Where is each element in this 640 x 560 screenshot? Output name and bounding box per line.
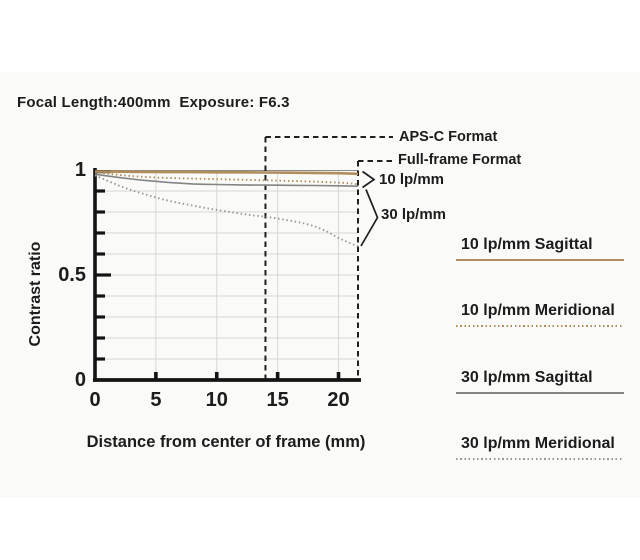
y-tick-label: 0.5 (58, 264, 86, 286)
x-tick-label: 10 (205, 389, 228, 411)
legend-item-30lpmm-meridional: 30 lp/mm Meridional (456, 435, 626, 462)
legend-item-10lpmm-sagittal: 10 lp/mm Sagittal (456, 236, 626, 263)
x-axis-title: Distance from center of frame (mm) (86, 433, 366, 451)
chart-title: Focal Length:400mm Exposure: F6.3 (17, 94, 290, 111)
legend-label: 10 lp/mm Sagittal (461, 236, 593, 253)
apsc-format-label: APS-C Format (399, 129, 498, 145)
chart-panel-background (0, 72, 640, 498)
curve-30-lp-mm-sagittal (94, 173, 359, 187)
legend-label: 30 lp/mm Meridional (461, 435, 615, 452)
x-tick-label: 20 (327, 389, 350, 411)
y-tick-label: 1 (74, 159, 86, 181)
fullframe-format-label: Full-frame Format (398, 152, 522, 168)
curve-30-lp-mm-meridional (94, 174, 359, 248)
x-tick-label: 0 (89, 389, 101, 411)
bracket-30lpmm (360, 189, 379, 247)
curve-10-lp-mm-sagittal (94, 170, 359, 176)
legend-item-10lpmm-meridional: 10 lp/mm Meridional (456, 302, 626, 329)
bracket-10lpmm (362, 170, 376, 189)
legend-item-30lpmm-sagittal: 30 lp/mm Sagittal (456, 369, 626, 396)
legend-label: 30 lp/mm Sagittal (461, 369, 593, 386)
freq-group-label-30lpmm: 30 lp/mm (381, 206, 447, 223)
legend-label: 10 lp/mm Meridional (461, 302, 615, 319)
x-tick-label: 15 (266, 389, 289, 411)
x-tick-label: 5 (150, 389, 162, 411)
legend-line-sample-dotted-gray (456, 458, 624, 460)
freq-group-label-10lpmm: 10 lp/mm (379, 171, 445, 188)
y-tick-label: 0 (74, 369, 86, 391)
y-axis-title: Contrast ratio (27, 241, 44, 347)
curve-10-lp-mm-meridional (94, 171, 359, 186)
legend-line-sample-solid-tan (456, 259, 624, 261)
legend-line-sample-dotted-tan (456, 325, 624, 327)
legend-line-sample-solid-gray (456, 392, 624, 394)
